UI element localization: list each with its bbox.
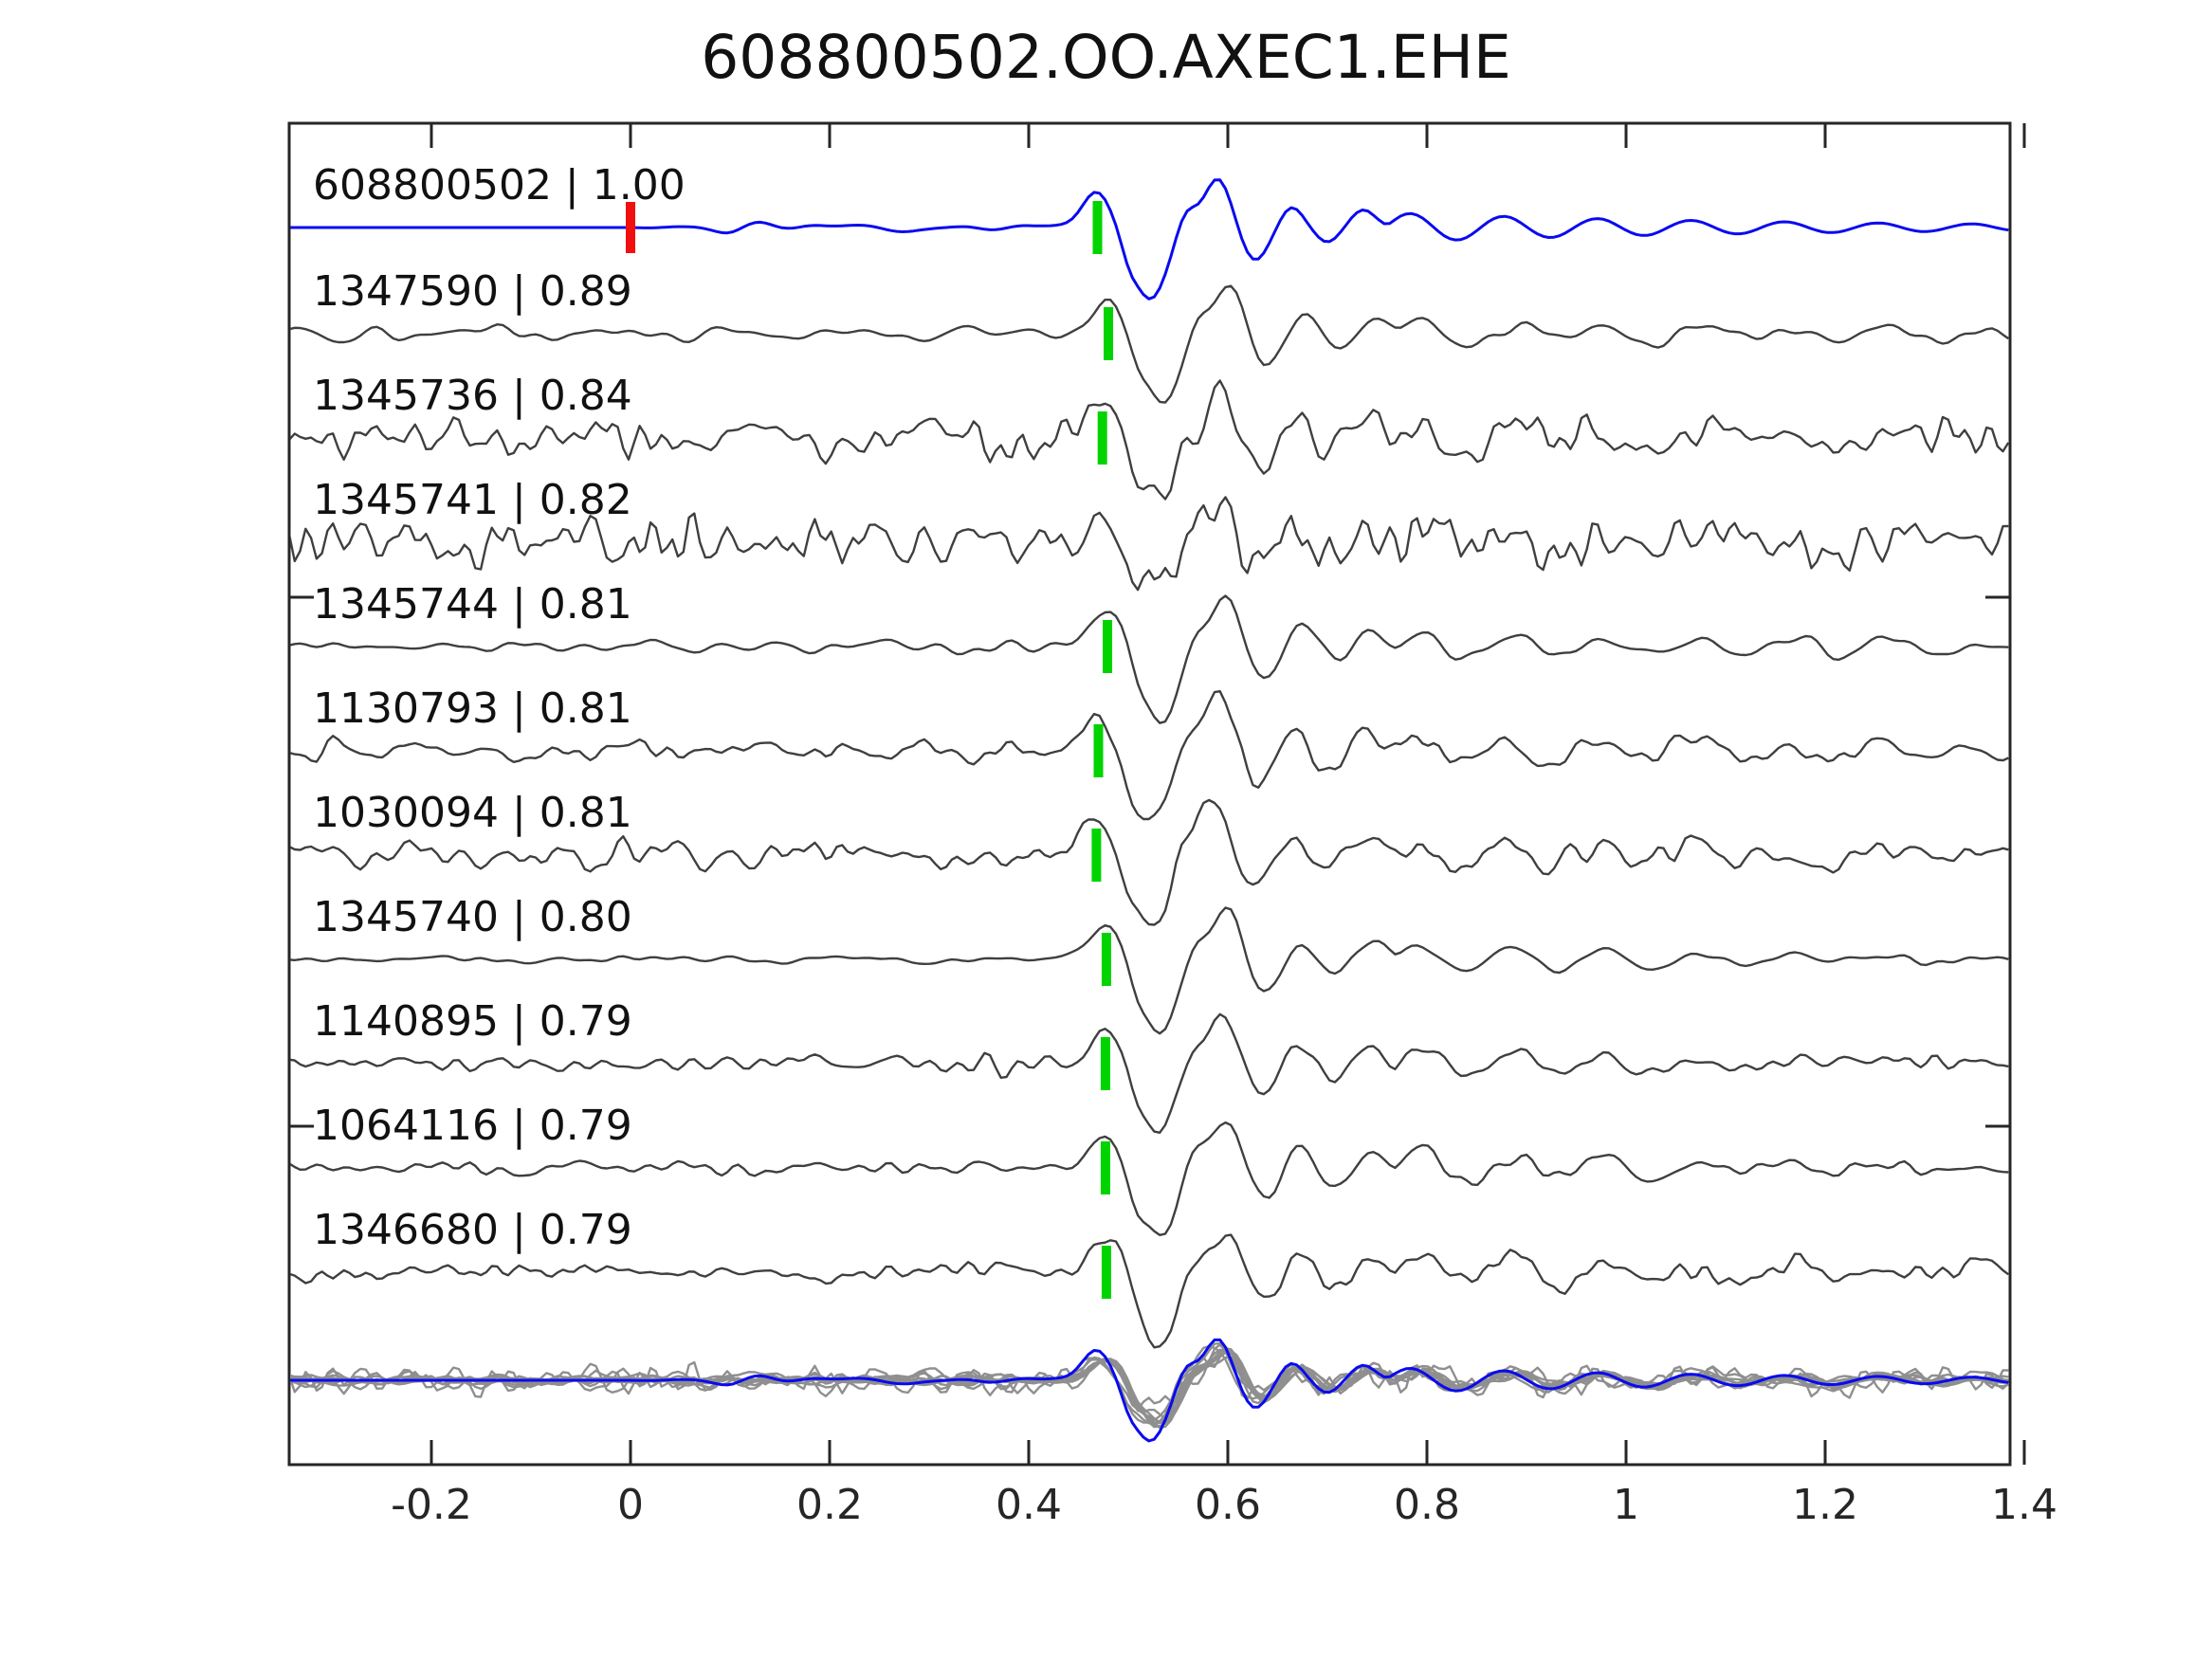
trace-label: 1345736 | 0.84	[313, 372, 632, 420]
detection-waveform	[290, 690, 2009, 821]
x-tick-label: 0	[617, 1481, 644, 1529]
x-tick-label: 0.6	[1195, 1481, 1261, 1529]
overlay-template-waveform	[290, 1338, 2009, 1443]
pick-marker	[1093, 724, 1104, 777]
detection-waveform	[290, 906, 2009, 1035]
pick-marker	[1100, 1141, 1110, 1194]
pick-marker	[1104, 307, 1113, 360]
detection-waveform	[290, 798, 2009, 926]
x-tick-label: -0.2	[391, 1481, 472, 1529]
trace-label: 1140895 | 0.79	[313, 997, 632, 1046]
x-tick-label: 1.4	[1991, 1481, 2057, 1529]
detection-waveform	[290, 1012, 2009, 1134]
x-tick-label: 1	[1613, 1481, 1639, 1529]
detection-waveform	[290, 379, 2009, 501]
x-tick-label: 0.4	[996, 1481, 1062, 1529]
pick-marker	[1100, 1037, 1110, 1090]
chart-title: 608800502.OO.AXEC1.EHE	[701, 23, 1511, 92]
trace-label: 1064116 | 0.79	[313, 1102, 632, 1150]
x-tick-label: 0.2	[796, 1481, 863, 1529]
detection-waveform	[290, 1233, 2009, 1349]
overlay-waveform	[290, 1349, 2009, 1425]
template-origin-marker	[626, 202, 635, 253]
pick-marker	[1103, 620, 1112, 673]
trace-label: 1346680 | 0.79	[313, 1206, 632, 1254]
pick-marker	[1101, 1246, 1111, 1299]
waveform-layer	[290, 178, 2009, 1443]
pick-marker	[1091, 829, 1102, 882]
trace-label: 1345744 | 0.81	[313, 580, 632, 629]
trace-label: 1347590 | 0.89	[313, 267, 632, 316]
plot-frame	[287, 121, 2012, 1467]
pick-marker	[1092, 201, 1103, 254]
detection-waveform	[290, 594, 2009, 724]
trace-label: 1345741 | 0.82	[313, 476, 632, 524]
detection-waveform	[290, 496, 2009, 592]
pick-marker	[1097, 411, 1107, 465]
detection-waveform	[290, 1121, 2009, 1236]
x-tick-label: 0.8	[1394, 1481, 1460, 1529]
pick-marker	[1101, 933, 1111, 986]
template-waveform	[290, 178, 2009, 301]
overlay-waveform	[290, 1351, 2009, 1424]
detection-waveform	[290, 284, 2009, 404]
trace-label: 1030094 | 0.81	[313, 789, 632, 837]
trace-label: 1130793 | 0.81	[313, 684, 632, 733]
trace-label: 608800502 | 1.00	[313, 161, 686, 210]
x-tick-label: 1.2	[1792, 1481, 1858, 1529]
trace-label: 1345740 | 0.80	[313, 893, 632, 941]
